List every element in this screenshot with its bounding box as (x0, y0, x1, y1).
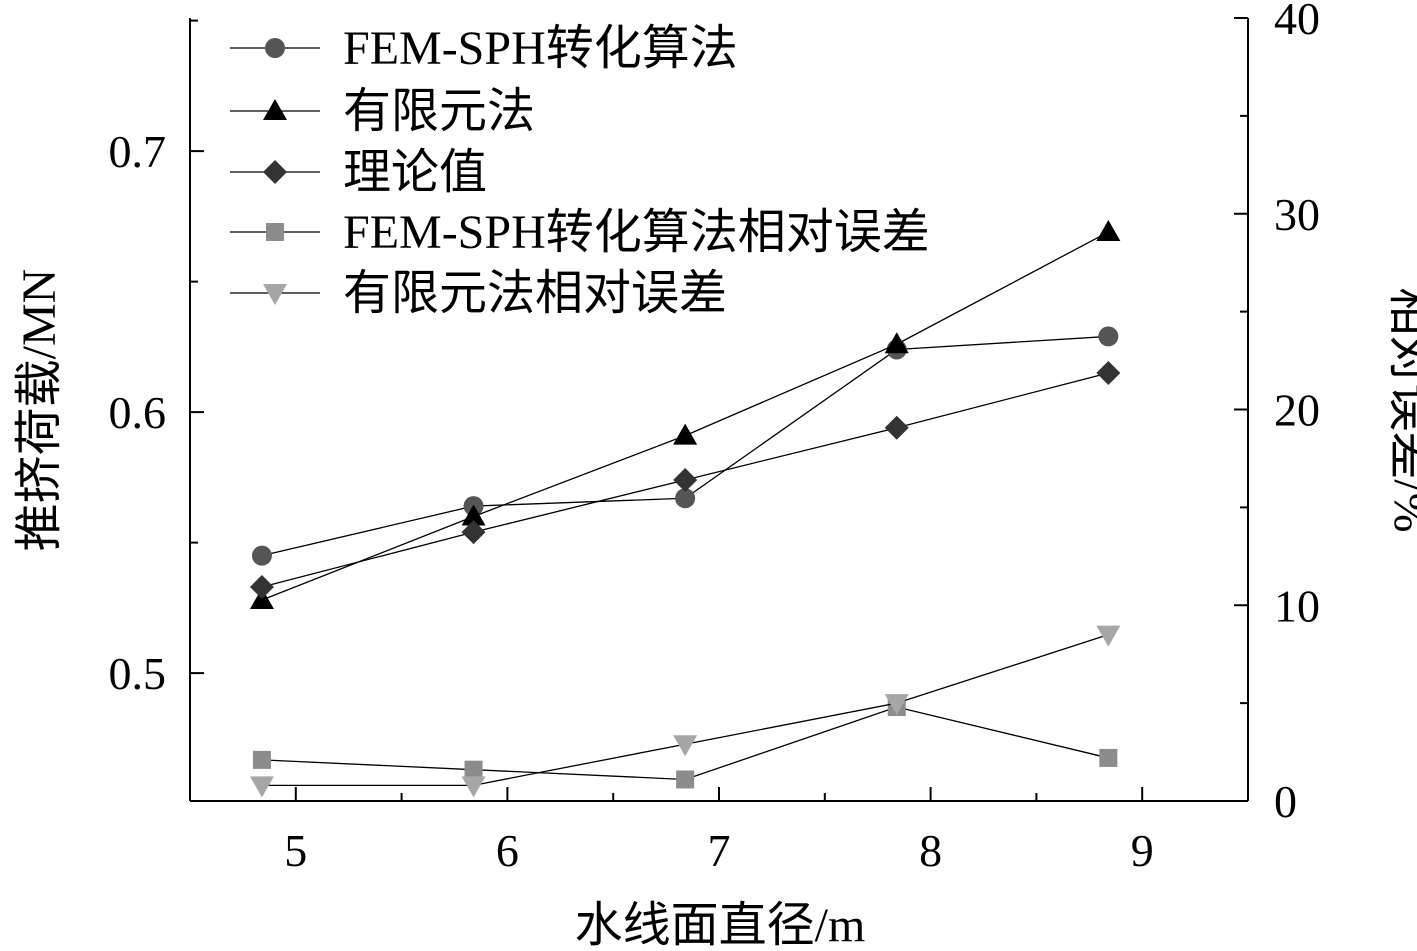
series-5-point (249, 776, 274, 798)
series-1 (251, 326, 1119, 566)
y-right-tick-label: 20 (1274, 385, 1320, 436)
series-5-point (673, 735, 698, 757)
x-tick-label: 6 (496, 825, 519, 876)
legend-label: 理论值 (343, 146, 487, 199)
series-3 (249, 360, 1121, 599)
series-2-point (884, 332, 909, 354)
series-5-line (261, 633, 1109, 786)
series-5-point (884, 694, 909, 716)
x-tick-label: 8 (919, 825, 942, 876)
series-3-point (1096, 360, 1121, 385)
series-4-point (676, 770, 695, 789)
series-1-point (1098, 326, 1119, 347)
legend-marker (263, 284, 287, 305)
y-left-tick-label: 0.6 (109, 387, 167, 438)
legend-label: 有限元法 (343, 85, 535, 138)
y-axis-left-title: 推挤荷载/MN (13, 269, 66, 552)
series-4 (252, 698, 1118, 789)
y-right-tick-label: 30 (1274, 189, 1320, 240)
series-2-point (673, 423, 698, 445)
axis-ticks: 5 6 7 8 9 0.5 0.6 0.7 0 10 20 30 40 (109, 0, 1321, 876)
series-5 (249, 625, 1121, 798)
series-layer (249, 220, 1121, 798)
series-3-point (249, 574, 274, 599)
y-axis-right-title: 相对误差/% (1384, 287, 1417, 532)
y-right-tick-label: 10 (1274, 580, 1320, 631)
legend-label: FEM-SPH转化算法相对误差 (343, 206, 930, 259)
y-right-tick-label: 40 (1274, 0, 1320, 44)
legend-label: FEM-SPH转化算法 (343, 22, 738, 75)
series-3-point (461, 520, 486, 545)
legend-marker (263, 99, 287, 120)
series-4-point (464, 760, 483, 779)
x-tick-label: 5 (284, 825, 307, 876)
series-3-point (884, 415, 909, 440)
legend-marker (266, 223, 284, 241)
series-3-point (673, 467, 698, 492)
series-2-point (461, 504, 486, 526)
series-4-point (1099, 748, 1118, 767)
series-2 (249, 220, 1121, 610)
series-1-point (675, 488, 696, 509)
legend-label: 有限元法相对误差 (343, 267, 727, 320)
series-4-point (252, 750, 271, 769)
y-left-tick-label: 0.7 (109, 126, 167, 177)
series-1-point (251, 545, 272, 566)
y-left-tick-label: 0.5 (109, 648, 167, 699)
x-tick-label: 9 (1131, 825, 1154, 876)
legend-marker (265, 38, 285, 58)
y-right-tick-label: 0 (1274, 776, 1297, 827)
x-axis-title: 水线面直径/m (575, 899, 866, 951)
series-1-line (261, 335, 1109, 557)
x-tick-label: 7 (708, 825, 731, 876)
legend-marker (263, 160, 287, 184)
series-2-point (1096, 220, 1121, 242)
series-5-point (1096, 625, 1121, 647)
series-5-point (461, 776, 486, 798)
